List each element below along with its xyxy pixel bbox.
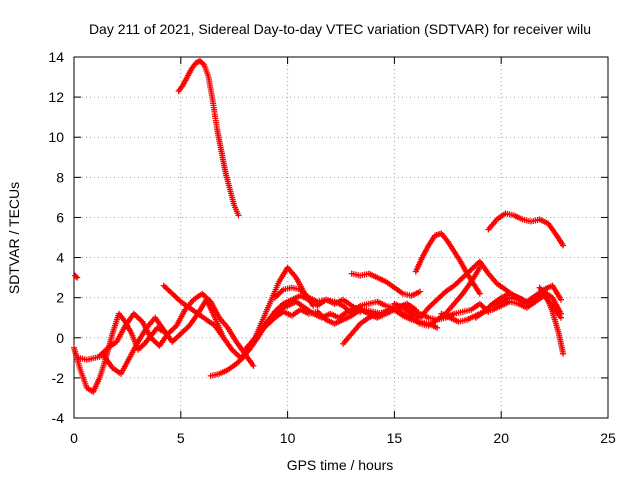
series-markers (160, 282, 244, 361)
y-tick-label: 0 (56, 330, 64, 346)
y-tick-label: 8 (56, 169, 64, 185)
plot-frame (73, 56, 609, 419)
series-markers (96, 290, 257, 369)
x-tick-label: 10 (280, 430, 296, 446)
x-tick-label: 0 (70, 430, 78, 446)
x-tick-label: 5 (177, 430, 185, 446)
tick-marks (73, 56, 609, 419)
chart-title: Day 211 of 2021, Sidereal Day-to-day VTE… (89, 21, 591, 37)
y-tick-label: -4 (52, 410, 65, 426)
series-track-m (412, 230, 483, 297)
series-markers (348, 270, 423, 299)
y-tick-label: -2 (52, 370, 65, 386)
grid-lines (74, 57, 608, 418)
x-tick-label: 20 (493, 430, 509, 446)
series-markers (175, 58, 242, 219)
series-track-d (160, 282, 244, 361)
x-tick-label: 25 (600, 430, 616, 446)
series-track-c (96, 290, 257, 369)
y-tick-labels: -4 -2 0 2 4 6 8 10 12 14 (48, 49, 64, 426)
series-markers (71, 310, 167, 395)
data-series (71, 58, 567, 395)
series-markers (536, 284, 567, 357)
series-track-high-arc (175, 58, 242, 219)
y-tick-label: 2 (56, 290, 64, 306)
y-tick-label: 14 (48, 49, 64, 65)
y-tick-label: 12 (48, 89, 64, 105)
x-tick-labels: 0 5 10 15 20 25 (70, 430, 616, 446)
y-tick-label: 6 (56, 209, 64, 225)
series-track-k (348, 270, 423, 299)
series-track-p (485, 210, 567, 249)
series-markers (271, 284, 364, 315)
series-markers (72, 272, 81, 281)
y-tick-label: 10 (48, 129, 64, 145)
x-tick-label: 15 (387, 430, 403, 446)
series-markers (412, 230, 483, 297)
series-track-i (271, 284, 364, 315)
series-markers (485, 210, 567, 249)
series-track-r (536, 284, 567, 357)
y-axis-label: SDTVAR / TECUs (6, 182, 22, 294)
series-track-isolated (72, 272, 81, 281)
x-axis-label: GPS time / hours (287, 457, 394, 473)
y-tick-label: 4 (56, 250, 64, 266)
